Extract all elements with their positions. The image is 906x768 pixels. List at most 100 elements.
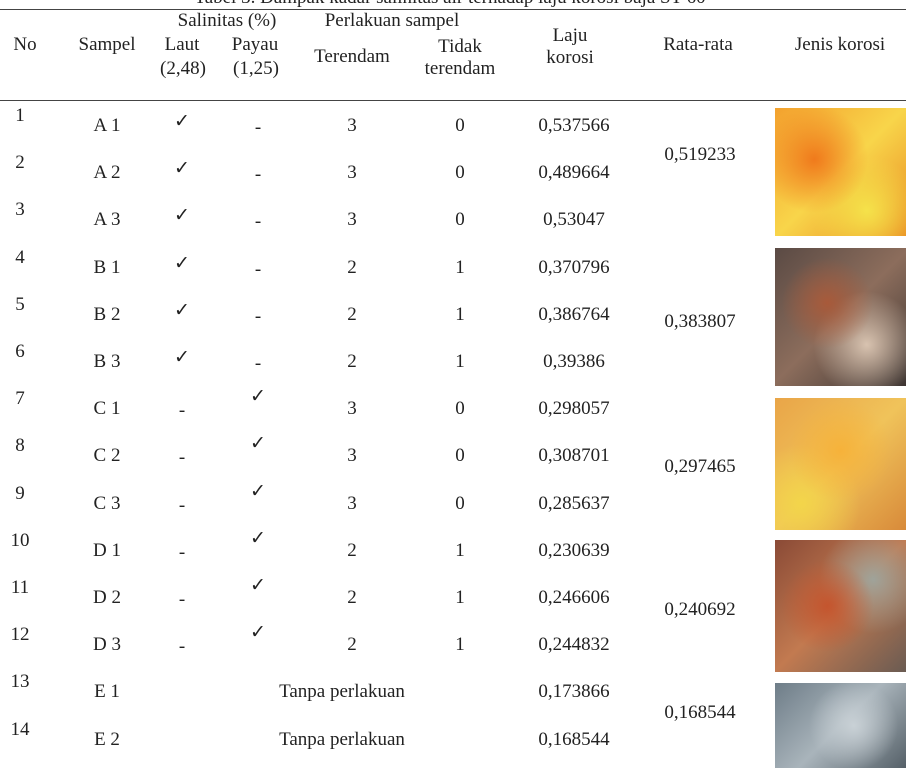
row-payau: ✓ <box>250 575 266 596</box>
row-no: 9 <box>15 482 25 504</box>
row-perlakuan: Tanpa perlakuan <box>279 728 405 750</box>
row-terendam: 2 <box>347 539 357 561</box>
header-tidak-terendam: Tidak terendam <box>424 36 496 79</box>
row-sampel: E 2 <box>94 728 120 750</box>
header-sampel: Sampel <box>78 34 136 55</box>
row-laju: 0,386764 <box>538 303 610 325</box>
row-laut: ✓ <box>174 299 190 321</box>
row-sampel: C 1 <box>93 398 121 420</box>
row-laut: ✓ <box>174 158 190 180</box>
corrosion-image-a <box>775 108 906 236</box>
row-no: 1 <box>15 105 25 126</box>
row-sampel: C 2 <box>93 445 121 467</box>
header-terendam: Terendam <box>314 46 390 67</box>
row-payau: ✓ <box>250 480 266 502</box>
row-payau: - <box>254 305 262 327</box>
header-rule <box>0 100 906 101</box>
row-no: 2 <box>15 152 25 174</box>
row-laut: - <box>178 589 186 610</box>
row-payau: - <box>254 164 262 186</box>
row-laju: 0,370796 <box>538 256 610 278</box>
header-laut: Laut <box>164 34 200 55</box>
row-laut: - <box>178 636 186 658</box>
row-terendam: 3 <box>347 445 357 467</box>
corrosion-image-e <box>775 683 906 768</box>
row-no: 11 <box>10 577 30 598</box>
row-payau: ✓ <box>250 433 266 455</box>
row-tidak-terendam: 1 <box>455 587 465 608</box>
row-laut: - <box>178 447 186 469</box>
row-sampel: C 3 <box>93 492 121 514</box>
row-sampel: A 3 <box>93 209 121 231</box>
corrosion-image-d <box>775 540 906 672</box>
row-no: 7 <box>15 388 25 410</box>
row-laju: 0,173866 <box>538 681 610 703</box>
row-laju: 0,246606 <box>538 587 610 608</box>
row-tidak-terendam: 1 <box>455 256 465 278</box>
row-laju: 0,230639 <box>538 539 610 561</box>
row-payau: - <box>254 117 262 138</box>
row-tidak-terendam: 0 <box>455 445 465 467</box>
row-laut: - <box>178 494 186 516</box>
row-sampel: D 1 <box>93 539 121 561</box>
row-terendam: 3 <box>347 398 357 420</box>
row-no: 6 <box>15 341 25 362</box>
row-sampel: A 1 <box>93 115 121 136</box>
row-laut: ✓ <box>174 111 190 132</box>
row-terendam: 3 <box>347 162 357 184</box>
corrosion-image-c <box>775 398 906 530</box>
row-terendam: 3 <box>347 115 357 136</box>
row-no: 12 <box>10 624 30 646</box>
row-sampel: D 3 <box>93 634 121 656</box>
row-payau: - <box>254 211 262 233</box>
row-laut: - <box>178 400 186 422</box>
row-laut: ✓ <box>174 205 190 227</box>
row-tidak-terendam: 1 <box>455 351 465 372</box>
header-payau-value: (1,25) <box>233 58 279 79</box>
row-tidak-terendam: 0 <box>455 115 465 136</box>
row-payau: - <box>254 258 262 280</box>
row-tidak-terendam: 1 <box>455 303 465 325</box>
group-rata-rata: 0,240692 <box>664 599 736 620</box>
row-no: 13 <box>10 671 30 693</box>
corrosion-image-b <box>775 248 906 386</box>
row-laju: 0,285637 <box>538 492 610 514</box>
row-laju: 0,168544 <box>538 728 610 750</box>
group-rata-rata: 0,383807 <box>664 311 736 332</box>
row-laju: 0,537566 <box>538 115 610 136</box>
top-rule <box>0 9 906 10</box>
header-salinitas: Salinitas (%) <box>177 10 277 31</box>
group-rata-rata: 0,297465 <box>664 456 736 477</box>
header-no: No <box>13 34 37 55</box>
row-tidak-terendam: 1 <box>455 634 465 656</box>
row-sampel: B 1 <box>93 256 121 278</box>
header-jenis: Jenis korosi <box>794 34 886 55</box>
row-terendam: 3 <box>347 492 357 514</box>
row-payau: ✓ <box>250 386 266 408</box>
row-payau: - <box>254 353 262 374</box>
header-laut-value: (2,48) <box>160 58 206 79</box>
row-laju: 0,298057 <box>538 398 610 420</box>
header-perlakuan: Perlakuan sampel <box>324 10 460 31</box>
table-title: Tabel 3. Dampak kadar salinitas air terh… <box>194 0 705 9</box>
row-terendam: 2 <box>347 587 357 608</box>
row-terendam: 3 <box>347 209 357 231</box>
row-laut: ✓ <box>174 347 190 368</box>
row-tidak-terendam: 0 <box>455 162 465 184</box>
row-terendam: 2 <box>347 351 357 372</box>
header-laju: Laju korosi <box>546 25 594 68</box>
row-no: 8 <box>15 435 25 457</box>
row-sampel: D 2 <box>93 587 121 608</box>
row-tidak-terendam: 0 <box>455 209 465 231</box>
row-tidak-terendam: 1 <box>455 539 465 561</box>
row-terendam: 2 <box>347 303 357 325</box>
row-sampel: A 2 <box>93 162 121 184</box>
row-tidak-terendam: 0 <box>455 492 465 514</box>
row-no: 5 <box>15 293 25 315</box>
row-terendam: 2 <box>347 256 357 278</box>
row-laut: ✓ <box>174 252 190 274</box>
row-laju: 0,489664 <box>538 162 610 184</box>
header-rata-rata: Rata-rata <box>663 34 733 55</box>
row-laju: 0,244832 <box>538 634 610 656</box>
